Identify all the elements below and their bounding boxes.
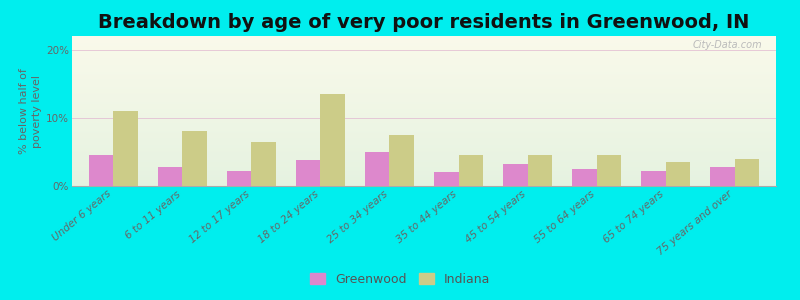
Bar [597,155,621,186]
Bar [458,155,482,186]
Title: Breakdown by age of very poor residents in Greenwood, IN: Breakdown by age of very poor residents … [98,13,750,32]
Bar [642,171,666,186]
Bar [90,155,114,186]
Y-axis label: % below half of
poverty level: % below half of poverty level [19,68,42,154]
Bar [296,160,321,186]
Bar [734,159,758,186]
Bar [434,172,458,186]
Bar [182,131,206,186]
Bar [666,162,690,186]
Bar [503,164,527,186]
Bar [572,169,597,186]
Legend: Greenwood, Indiana: Greenwood, Indiana [305,268,495,291]
Bar [114,111,138,186]
Bar [390,135,414,186]
Bar [527,155,552,186]
Bar [251,142,276,186]
Bar [321,94,345,186]
Bar [158,167,182,186]
Bar [366,152,390,186]
Bar [710,167,734,186]
Text: City-Data.com: City-Data.com [692,40,762,50]
Bar [227,171,251,186]
